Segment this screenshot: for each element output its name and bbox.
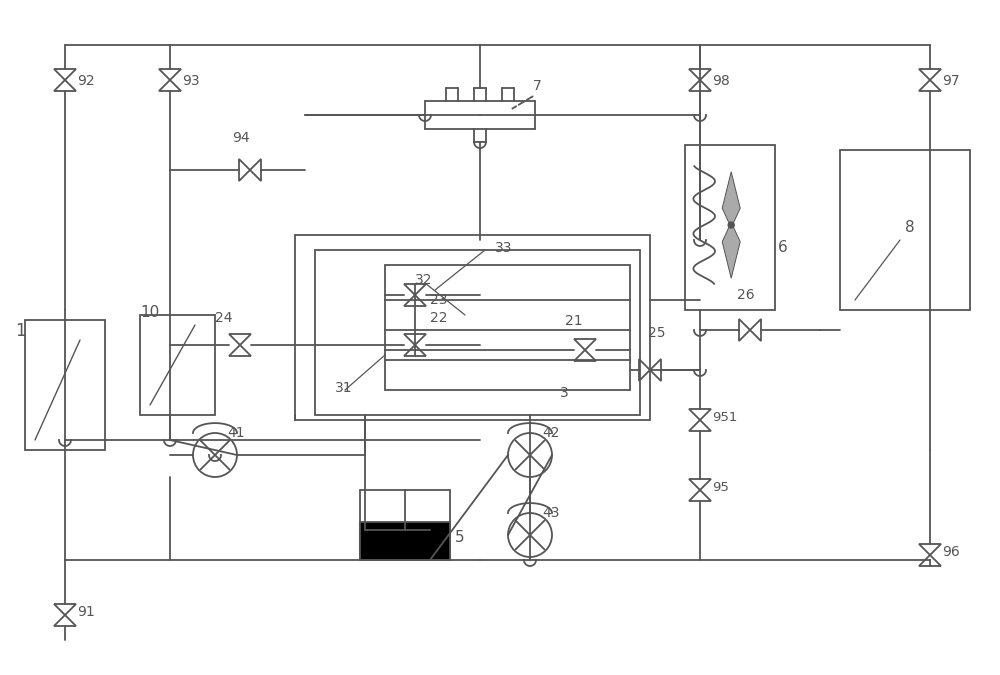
Text: 3: 3 <box>560 386 569 400</box>
Bar <box>385 265 630 390</box>
Text: 96: 96 <box>942 545 960 559</box>
Bar <box>140 315 215 415</box>
Text: 98: 98 <box>712 74 730 88</box>
Text: 8: 8 <box>905 220 915 235</box>
Text: 10: 10 <box>140 305 159 320</box>
Bar <box>840 150 970 310</box>
Bar <box>360 490 450 560</box>
Text: 92: 92 <box>77 74 95 88</box>
Polygon shape <box>722 172 740 227</box>
Text: 33: 33 <box>495 241 512 255</box>
Text: 41: 41 <box>227 426 245 440</box>
Circle shape <box>728 222 734 228</box>
Bar <box>685 145 775 310</box>
Text: 951: 951 <box>712 411 737 424</box>
Bar <box>315 250 640 415</box>
Text: 26: 26 <box>737 288 755 302</box>
Polygon shape <box>722 222 740 278</box>
Text: 25: 25 <box>648 326 666 340</box>
Bar <box>360 522 450 560</box>
Text: 21: 21 <box>565 314 583 328</box>
Text: 22: 22 <box>430 311 448 325</box>
Text: 1: 1 <box>15 322 26 340</box>
Text: 91: 91 <box>77 605 95 619</box>
Text: 6: 6 <box>778 240 788 255</box>
Text: 24: 24 <box>215 311 232 325</box>
Text: 94: 94 <box>232 131 250 145</box>
Text: 97: 97 <box>942 74 960 88</box>
Text: 42: 42 <box>542 426 560 440</box>
Bar <box>25 320 105 450</box>
Text: 93: 93 <box>182 74 200 88</box>
Text: 5: 5 <box>455 530 465 545</box>
Bar <box>295 235 650 420</box>
Text: 7: 7 <box>533 79 542 93</box>
Text: 32: 32 <box>415 273 432 287</box>
Text: 31: 31 <box>335 381 353 395</box>
Text: 95: 95 <box>712 481 729 494</box>
Text: 43: 43 <box>542 506 560 520</box>
Text: 23: 23 <box>430 293 448 307</box>
